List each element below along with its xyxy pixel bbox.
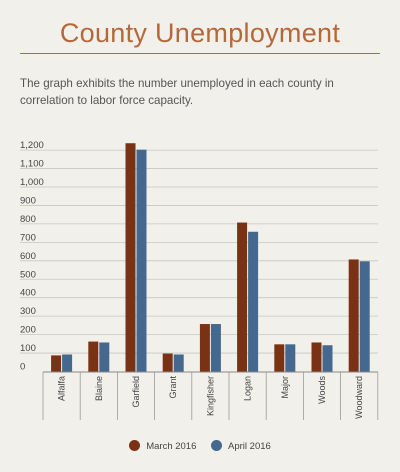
legend-swatch-april: [211, 440, 223, 451]
bars: [51, 143, 370, 372]
bar-april-blaine: [99, 342, 110, 372]
bar-march-garfield: [125, 143, 136, 372]
bar-april-kingfisher: [210, 324, 221, 372]
x-tick-label: Woods: [317, 376, 327, 404]
legend-label-march: March 2016: [146, 441, 197, 452]
chart-description: The graph exhibits the number unemployed…: [20, 77, 334, 107]
bar-april-grant: [173, 354, 184, 372]
bar-march-major: [274, 344, 285, 372]
x-tick-label: Major: [280, 376, 290, 399]
bar-march-kingfisher: [199, 324, 210, 372]
legend-item-april: April 2016: [211, 440, 271, 452]
bar-march-woods: [311, 342, 322, 372]
y-tick-label: 700: [20, 232, 36, 243]
grid-lines: [20, 149, 378, 354]
bar-march-woodward: [348, 259, 359, 372]
title-divider: [20, 53, 380, 54]
y-tick-label: 900: [20, 195, 36, 206]
bar-april-logan: [248, 231, 259, 372]
y-tick-label: 600: [20, 251, 36, 262]
legend-swatch-march: [129, 440, 141, 451]
y-tick-label: 0: [20, 362, 25, 373]
y-tick-label: 100: [20, 343, 36, 354]
bar-april-garfield: [136, 149, 147, 372]
bar-march-grant: [162, 353, 173, 372]
y-tick-label: 200: [20, 325, 36, 336]
x-tick-label: Grant: [168, 376, 178, 399]
x-axis: Alfalfa Blaine Garfield Grant Kingfisher Loga…: [42, 371, 379, 420]
page-title: County Unemployment: [59, 18, 341, 48]
legend-item-march: March 2016: [129, 440, 196, 452]
bar-april-alfalfa: [62, 354, 73, 372]
y-tick-label: 300: [20, 306, 36, 317]
y-tick-label: 1,100: [20, 159, 44, 170]
y-tick-label: 400: [20, 288, 36, 299]
x-tick-label: Garfield: [131, 376, 141, 408]
bar-march-alfalfa: [51, 355, 62, 372]
x-tick-label: Kingfisher: [205, 376, 215, 416]
y-tick-label: 500: [20, 269, 36, 280]
y-tick-label: 1,200: [20, 140, 44, 151]
y-tick-label: 1,000: [20, 177, 44, 188]
x-tick-label: Alfalfa: [57, 376, 67, 401]
y-tick-label: 800: [20, 214, 36, 225]
bar-april-woods: [322, 345, 333, 372]
bar-march-logan: [237, 222, 248, 372]
x-tick-label: Blaine: [94, 376, 104, 401]
bar-march-blaine: [88, 341, 99, 372]
chart-legend: March 2016 April 2016: [0, 440, 400, 452]
x-tick-label: Woodward: [354, 376, 364, 419]
legend-label-april: April 2016: [228, 441, 271, 452]
bar-april-major: [285, 344, 296, 372]
x-tick-label: Logan: [243, 376, 253, 401]
y-axis-tick-labels: 0 100 200 300 400 500 600 700 800 900 1,000 1,100 1,…: [20, 140, 44, 372]
bar-april-woodward: [359, 261, 370, 372]
